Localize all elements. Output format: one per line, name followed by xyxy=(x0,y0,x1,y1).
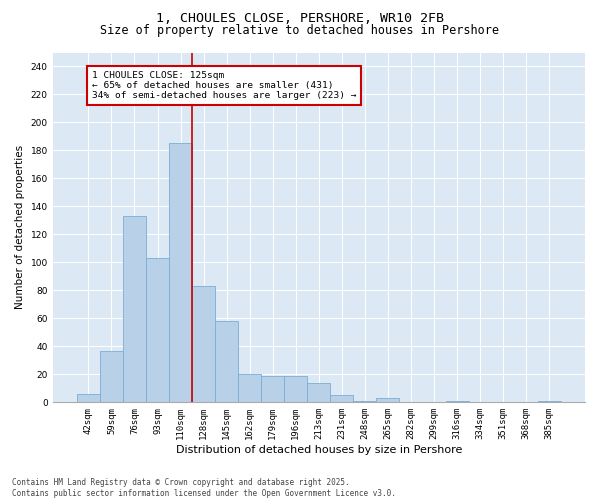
Bar xyxy=(261,376,284,402)
Bar xyxy=(376,398,400,402)
Text: 1, CHOULES CLOSE, PERSHORE, WR10 2FB: 1, CHOULES CLOSE, PERSHORE, WR10 2FB xyxy=(156,12,444,26)
Bar xyxy=(538,401,561,402)
Bar xyxy=(215,321,238,402)
Y-axis label: Number of detached properties: Number of detached properties xyxy=(15,146,25,310)
Bar xyxy=(100,350,123,403)
Text: Contains HM Land Registry data © Crown copyright and database right 2025.
Contai: Contains HM Land Registry data © Crown c… xyxy=(12,478,396,498)
Bar xyxy=(123,216,146,402)
Text: 1 CHOULES CLOSE: 125sqm
← 65% of detached houses are smaller (431)
34% of semi-d: 1 CHOULES CLOSE: 125sqm ← 65% of detache… xyxy=(92,70,356,101)
X-axis label: Distribution of detached houses by size in Pershore: Distribution of detached houses by size … xyxy=(176,445,462,455)
Bar xyxy=(307,382,331,402)
Bar xyxy=(169,144,192,402)
Bar xyxy=(192,286,215,403)
Bar xyxy=(238,374,261,402)
Bar xyxy=(284,376,307,402)
Text: Size of property relative to detached houses in Pershore: Size of property relative to detached ho… xyxy=(101,24,499,37)
Bar xyxy=(77,394,100,402)
Bar xyxy=(446,401,469,402)
Bar xyxy=(146,258,169,402)
Bar xyxy=(353,401,376,402)
Bar xyxy=(331,396,353,402)
